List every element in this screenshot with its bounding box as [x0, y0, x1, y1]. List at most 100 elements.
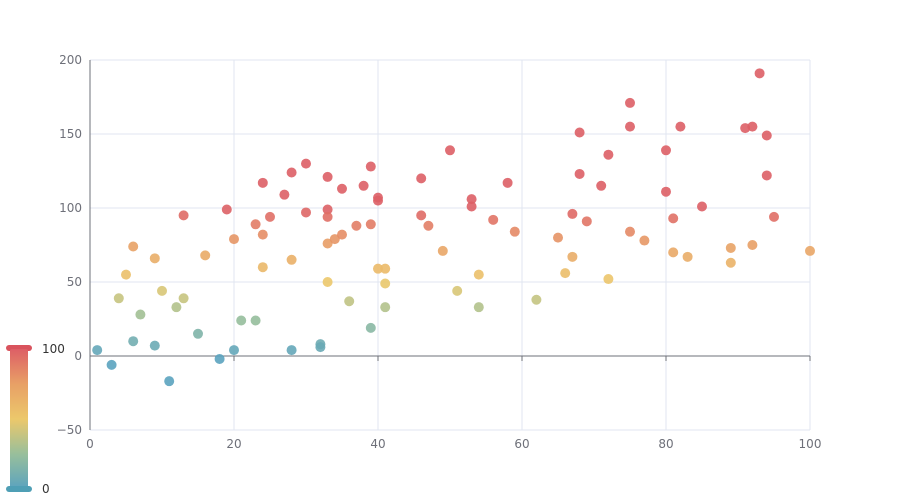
scatter-point[interactable] — [805, 245, 815, 256]
scatter-point[interactable] — [747, 240, 758, 250]
scatter-point[interactable] — [358, 180, 369, 191]
scatter-point[interactable] — [236, 315, 247, 326]
scatter-point[interactable] — [445, 145, 455, 156]
scatter-point[interactable] — [574, 168, 585, 179]
scatter-point[interactable] — [502, 177, 513, 188]
scatter-point[interactable] — [373, 195, 383, 206]
scatter-point[interactable] — [509, 226, 520, 237]
visual-map-gradient-bar[interactable] — [10, 349, 28, 489]
scatter-point[interactable] — [257, 229, 268, 240]
scatter-point[interactable] — [128, 241, 139, 252]
visual-map-max-handle[interactable] — [6, 345, 32, 351]
scatter-point[interactable] — [603, 274, 614, 285]
scatter-point[interactable] — [473, 302, 484, 313]
scatter-point[interactable] — [603, 149, 614, 160]
scatter-point[interactable] — [178, 293, 189, 304]
scatter-point[interactable] — [322, 211, 333, 222]
scatter-point[interactable] — [416, 173, 427, 184]
visual-map-min-handle[interactable] — [6, 486, 32, 492]
scatter-point[interactable] — [171, 302, 182, 313]
scatter-point[interactable] — [661, 145, 671, 156]
scatter-point[interactable] — [351, 220, 362, 231]
scatter-point[interactable] — [149, 340, 160, 351]
scatter-point[interactable] — [301, 207, 311, 218]
scatter-point[interactable] — [365, 219, 376, 230]
scatter-point[interactable] — [725, 257, 736, 268]
scatter-point[interactable] — [531, 294, 542, 305]
scatter-point[interactable] — [322, 171, 333, 182]
scatter-point[interactable] — [365, 161, 376, 172]
scatter-point[interactable] — [221, 204, 232, 215]
scatter-point[interactable] — [329, 234, 340, 245]
scatter-point[interactable] — [229, 234, 239, 245]
scatter-point[interactable] — [596, 180, 607, 191]
scatter-point[interactable] — [344, 296, 355, 307]
scatter-point[interactable] — [229, 345, 239, 356]
scatter-point[interactable] — [423, 220, 434, 231]
scatter-point[interactable] — [286, 254, 297, 265]
scatter-point[interactable] — [697, 201, 707, 212]
scatter-point[interactable] — [661, 186, 671, 197]
scatter-point[interactable] — [380, 263, 391, 274]
scatter-point[interactable] — [106, 359, 117, 370]
scatter-point[interactable] — [625, 121, 635, 132]
scatter-point[interactable] — [164, 376, 175, 387]
scatter-point[interactable] — [682, 251, 693, 262]
scatter-point[interactable] — [337, 183, 347, 194]
scatter-point[interactable] — [437, 245, 448, 256]
scatter-point[interactable] — [193, 328, 203, 339]
scatter-point[interactable] — [380, 302, 391, 313]
scatter-point[interactable] — [128, 336, 139, 347]
scatter-point[interactable] — [761, 170, 772, 181]
scatter-point[interactable] — [301, 158, 311, 169]
scatter-point[interactable] — [639, 235, 650, 246]
scatter-point[interactable] — [265, 211, 275, 222]
scatter-point[interactable] — [473, 269, 484, 280]
scatter-point[interactable] — [200, 250, 211, 261]
scatter-point[interactable] — [675, 121, 686, 132]
scatter-point[interactable] — [315, 342, 326, 353]
scatter-point[interactable] — [322, 277, 333, 287]
scatter-point[interactable] — [466, 201, 477, 212]
scatter-point[interactable] — [337, 229, 347, 240]
scatter-point[interactable] — [286, 167, 297, 178]
scatter-point[interactable] — [257, 262, 268, 273]
scatter-point[interactable] — [214, 353, 225, 364]
scatter-point[interactable] — [92, 345, 103, 356]
scatter-point[interactable] — [466, 194, 477, 205]
scatter-point[interactable] — [322, 238, 333, 249]
scatter-point[interactable] — [668, 247, 679, 258]
scatter-point[interactable] — [625, 226, 635, 237]
scatter-point[interactable] — [257, 177, 268, 188]
scatter-point[interactable] — [574, 127, 585, 138]
scatter-point[interactable] — [322, 204, 333, 215]
scatter-point[interactable] — [725, 242, 736, 253]
scatter-point[interactable] — [250, 219, 261, 230]
scatter-point[interactable] — [178, 210, 189, 221]
scatter-point[interactable] — [157, 285, 167, 296]
scatter-point[interactable] — [560, 268, 571, 279]
scatter-point[interactable] — [135, 309, 146, 320]
scatter-point[interactable] — [747, 121, 758, 132]
scatter-point[interactable] — [625, 97, 635, 108]
scatter-point[interactable] — [373, 263, 383, 274]
scatter-point[interactable] — [380, 278, 391, 289]
scatter-point[interactable] — [279, 189, 290, 200]
scatter-point[interactable] — [567, 251, 578, 262]
scatter-point[interactable] — [668, 213, 679, 224]
scatter-point[interactable] — [567, 208, 578, 219]
scatter-point[interactable] — [121, 269, 131, 280]
scatter-point[interactable] — [452, 285, 463, 296]
scatter-point[interactable] — [761, 130, 772, 141]
scatter-point[interactable] — [149, 253, 160, 264]
scatter-point[interactable] — [769, 211, 779, 222]
scatter-point[interactable] — [113, 293, 124, 304]
scatter-point[interactable] — [581, 216, 592, 227]
scatter-point[interactable] — [286, 345, 297, 356]
scatter-point[interactable] — [553, 232, 563, 243]
scatter-point[interactable] — [250, 315, 261, 326]
scatter-point[interactable] — [754, 68, 765, 79]
scatter-point[interactable] — [365, 322, 376, 333]
scatter-point[interactable] — [416, 210, 427, 221]
scatter-point[interactable] — [488, 214, 499, 225]
